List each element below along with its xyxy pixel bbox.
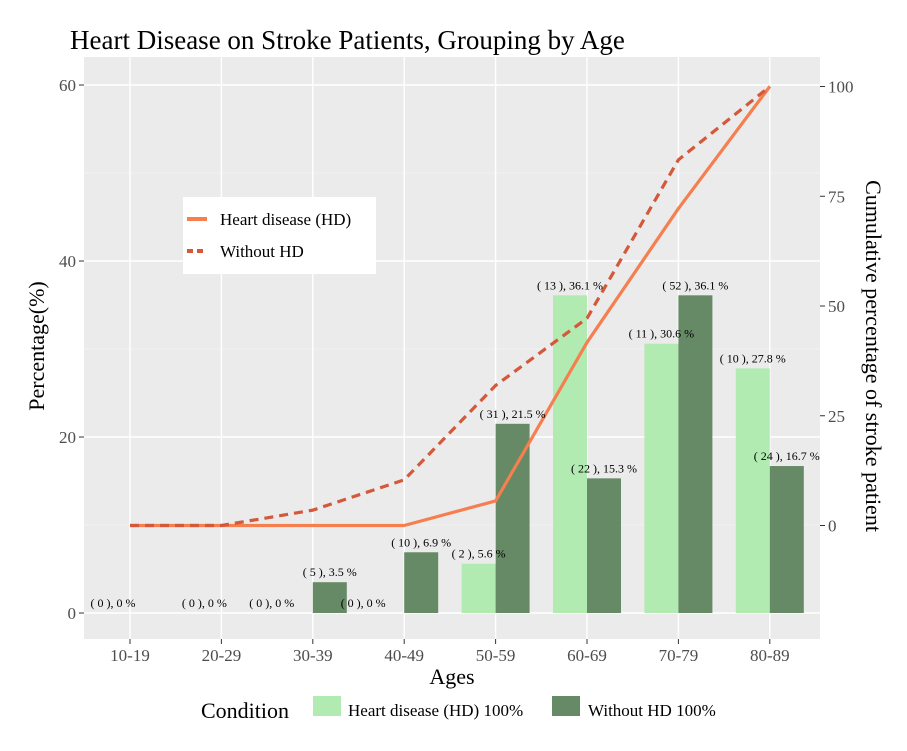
legend-swatch-without-hd xyxy=(552,696,580,716)
bar xyxy=(461,563,496,613)
axis-ticks: 0 20 40 60 10-19 20-29 30-39 40-49 50-59 60-69 70-… xyxy=(59,76,854,665)
bar-label: ( 13 ), 36.1 % xyxy=(537,278,603,292)
bar xyxy=(587,478,621,613)
y-tick-label: 60 xyxy=(59,76,76,95)
bar-label: ( 0 ), 0 % xyxy=(341,596,386,610)
y2-tick-label: 100 xyxy=(828,78,854,97)
x-tick-label: 30-39 xyxy=(293,646,333,665)
bar-label: ( 2 ), 5.6 % xyxy=(452,547,506,561)
bar xyxy=(644,343,679,613)
legend-line-without-hd-label: Without HD xyxy=(220,242,304,261)
bar-label: ( 0 ), 0 % xyxy=(249,596,294,610)
bar-legend-title: Condition xyxy=(201,698,289,723)
bar-legend: Condition Heart disease (HD) 100% Withou… xyxy=(201,696,716,723)
line-legend: Heart disease (HD) Without HD xyxy=(183,197,376,274)
x-tick-label: 20-29 xyxy=(202,646,242,665)
bar-label: ( 52 ), 36.1 % xyxy=(662,278,728,292)
bar-label: ( 24 ), 16.7 % xyxy=(754,449,820,463)
bar-label: ( 11 ), 30.6 % xyxy=(629,327,695,341)
cumulative-line xyxy=(130,85,772,528)
y-tick-label: 0 xyxy=(68,604,77,623)
bar-label: ( 10 ), 6.9 % xyxy=(391,535,451,549)
x-tick-label: 40-49 xyxy=(384,646,424,665)
legend-swatch-hd xyxy=(313,696,341,716)
bar xyxy=(495,423,530,613)
y2-tick-label: 0 xyxy=(828,517,837,536)
y-tick-label: 40 xyxy=(59,252,76,271)
bar-label: ( 22 ), 15.3 % xyxy=(571,461,637,475)
cumulative-line xyxy=(130,85,771,528)
cumulative-lines xyxy=(130,85,772,528)
legend-bar-hd-label: Heart disease (HD) 100% xyxy=(348,701,523,720)
bar-label: ( 0 ), 0 % xyxy=(182,596,227,610)
bars xyxy=(312,295,804,613)
legend-bar-without-hd-label: Without HD 100% xyxy=(588,701,716,720)
x-tick-label: 60-69 xyxy=(567,646,607,665)
y2-tick-label: 75 xyxy=(828,187,845,206)
bar xyxy=(735,368,770,613)
bar-label: ( 10 ), 27.8 % xyxy=(720,351,786,365)
x-tick-label: 10-19 xyxy=(110,646,150,665)
bar xyxy=(312,582,347,613)
bar-labels: ( 0 ), 0 % ( 0 ), 0 % ( 0 ), 0 % ( 0 ), 0 %… xyxy=(91,278,820,610)
y2-axis-label: Cumulative percentage of stroke patient xyxy=(861,180,886,532)
x-tick-label: 50-59 xyxy=(476,646,516,665)
legend-line-hd-label: Heart disease (HD) xyxy=(220,210,351,229)
x-tick-label: 80-89 xyxy=(750,646,790,665)
chart-title: Heart Disease on Stroke Patients, Groupi… xyxy=(70,25,625,55)
bar-label: ( 5 ), 3.5 % xyxy=(303,565,357,579)
bar xyxy=(404,552,439,613)
line-legend-box xyxy=(183,197,376,274)
y-axis-label: Percentage(%) xyxy=(24,281,49,410)
bar-label: ( 31 ), 21.5 % xyxy=(480,407,546,421)
bar xyxy=(553,295,587,613)
y-tick-label: 20 xyxy=(59,428,76,447)
x-tick-label: 70-79 xyxy=(659,646,699,665)
y2-tick-label: 50 xyxy=(828,297,845,316)
y2-tick-label: 25 xyxy=(828,407,845,426)
bar xyxy=(678,295,713,613)
bar xyxy=(769,466,804,613)
x-axis-label: Ages xyxy=(429,664,474,689)
bar-label: ( 0 ), 0 % xyxy=(91,596,136,610)
